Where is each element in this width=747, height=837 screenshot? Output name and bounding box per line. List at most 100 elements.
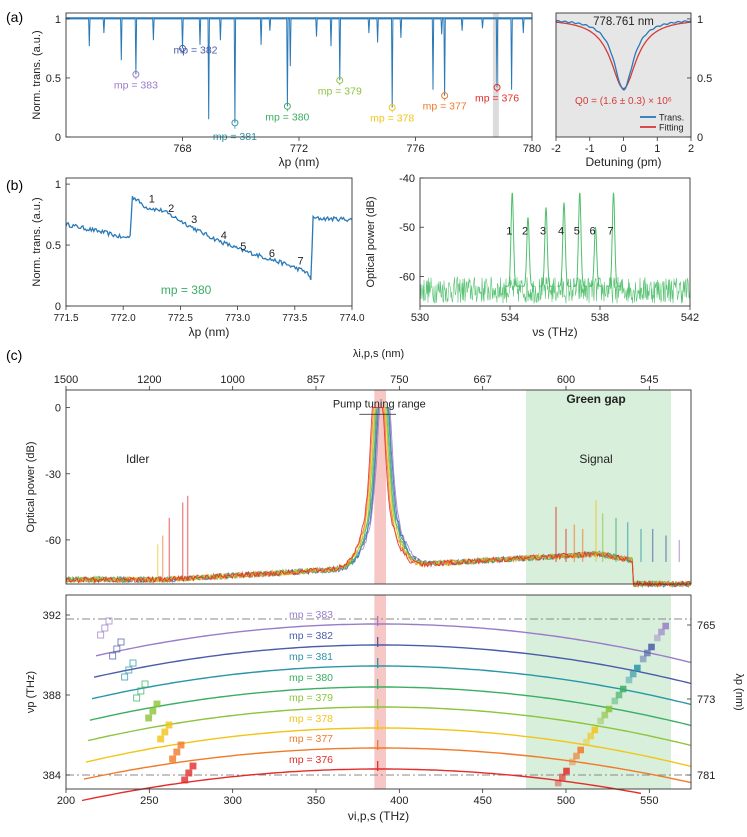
tuning-curve-1	[93, 644, 692, 685]
idler-square-5-0	[157, 735, 165, 743]
green-gap-label: Green gap	[566, 392, 625, 406]
tuning-curve-0	[95, 623, 692, 664]
signal-square-3-0	[619, 685, 627, 693]
idler-square-0-0	[97, 631, 105, 639]
signal-square-3-1	[615, 691, 623, 699]
c2-xtick-0-label: 200	[57, 795, 75, 807]
highlight-band	[492, 13, 499, 137]
signal-square-4-2	[597, 717, 604, 725]
peak-label-2: 3	[540, 226, 546, 238]
peak-label-4: 5	[574, 226, 580, 238]
idler-square-6-2	[177, 741, 185, 749]
c1-toptick-4-label: 750	[390, 374, 408, 386]
idler-square-2-2	[129, 659, 137, 667]
peak-label-5: 6	[589, 226, 595, 238]
tuning-label-7: mp = 376	[289, 754, 333, 766]
a2-xtick-2-label: 0	[620, 143, 626, 155]
c1-toptick-0-label: 1500	[54, 374, 78, 386]
b-ytick-1-label: 0.5	[46, 240, 61, 252]
b-xtick-2-label: 772.5	[168, 313, 193, 324]
b-point-label-5: 6	[269, 248, 275, 260]
legend-label-1: Fitting	[659, 123, 684, 133]
zoom-title: 778.761 nm	[593, 16, 654, 28]
tuning-label-6: mp = 377	[289, 733, 333, 745]
tuning-curve-4	[87, 706, 692, 747]
panel-c1-frame	[65, 389, 692, 585]
b-xtick-3-label: 773.0	[225, 313, 250, 324]
b-point-label-1: 2	[168, 203, 174, 215]
c2-y2tick-2-label: 781	[697, 770, 715, 782]
idler-square-7-2	[189, 762, 197, 770]
peak-label-1: 2	[522, 226, 528, 238]
tuning-label-4: mp = 379	[289, 692, 333, 704]
b-ytick-0-label: 0	[55, 301, 61, 313]
tuning-curve-7	[81, 768, 642, 802]
idler-square-3-0	[133, 694, 141, 702]
b2-xtick-1-label: 534	[501, 312, 519, 324]
fit-curve	[555, 21, 692, 90]
a-xtick-3-label: 780	[523, 143, 541, 155]
signal-square-7-0	[563, 767, 570, 775]
signal-square-4-1	[601, 711, 609, 719]
panel-b-transmission: 1 2 3 4 5 6 7 mp = 380 771.5 772.0 772.5 773.0 773.5…	[31, 177, 365, 339]
tuning-label-0: mp = 383	[289, 609, 333, 621]
c2-ytick-0-label: 384	[43, 770, 61, 782]
c2-xtick-5-label: 450	[473, 795, 491, 807]
c2-y2tick-1-label: 773	[697, 694, 715, 706]
idler-square-2-0	[121, 673, 129, 681]
b2-xlabel: νs (THz)	[532, 325, 577, 339]
b-point-label-4: 5	[240, 241, 246, 253]
idler-square-5-2	[165, 721, 173, 729]
a-xtick-2-label: 776	[406, 143, 424, 155]
b-mode-label: mp = 380	[161, 283, 212, 297]
transmission-trace	[66, 18, 532, 123]
c2-xtick-1-label: 250	[140, 795, 158, 807]
c2-xlabel: νi,p,s (THz)	[348, 809, 409, 823]
signal-peak-5	[588, 227, 603, 287]
tuning-curve-5	[85, 727, 692, 768]
a2-xtick-0-label: -2	[551, 143, 561, 155]
a-xtick-0-label: 768	[173, 143, 191, 155]
panel-a-zoom-resonance: 778.761 nm Q0 = (1.6 ± 0.3) × 10⁶ Trans.Fi…	[551, 12, 712, 169]
signal-square-1-2	[639, 655, 647, 663]
panel-c-spectra: Pump tuning range Green gap Idler Signal 0 -3…	[25, 348, 692, 589]
tuning-label-1: mp = 382	[289, 630, 333, 642]
b2-ytick-1-label: -50	[399, 222, 415, 234]
dip-label-6: mp = 377	[423, 101, 467, 113]
peak-label-0: 1	[506, 226, 512, 238]
signal-square-2-2	[625, 676, 633, 684]
b-xlabel: λp (nm)	[189, 325, 230, 339]
idler-square-0-1	[101, 624, 109, 632]
b-point-label-0: 1	[149, 193, 155, 205]
signal-peak-2	[539, 207, 553, 287]
idler-square-6-0	[169, 755, 177, 763]
idler-square-4-1	[149, 707, 157, 715]
idler-square-4-2	[153, 700, 161, 708]
q-annotation: Q0 = (1.6 ± 0.3) × 10⁶	[575, 96, 672, 107]
signal-square-7-1	[559, 773, 566, 781]
b-xtick-4-label: 773.5	[282, 313, 307, 324]
pump-range-label: Pump tuning range	[333, 398, 426, 410]
b-point-label-6: 7	[297, 256, 303, 268]
a-ytick-2-label: 1	[55, 14, 61, 26]
signal-square-2-0	[634, 664, 641, 672]
a2-xtick-4-label: 2	[688, 143, 694, 155]
idler-square-1-2	[117, 638, 125, 646]
zoom-background	[556, 13, 691, 137]
b-transmission-trace	[65, 195, 353, 281]
a2-ytick-2-label: 1	[697, 14, 703, 26]
peak-label-3: 4	[558, 226, 564, 238]
b-xtick-0-label: 771.5	[53, 313, 78, 324]
spectrum-red	[65, 407, 692, 589]
c1-top-label: λi,p,s (nm)	[353, 348, 404, 360]
signal-label: Signal	[579, 452, 612, 466]
c1-ylabel: Optical power (dB)	[25, 441, 37, 532]
signal-square-5-0	[591, 726, 599, 734]
signal-square-7-2	[554, 779, 562, 787]
a2-xlabel: Detuning (pm)	[585, 155, 661, 169]
tuning-label-2: mp = 381	[289, 651, 333, 663]
panel-label-a: (a)	[6, 9, 23, 25]
idler-square-7-1	[185, 769, 193, 777]
